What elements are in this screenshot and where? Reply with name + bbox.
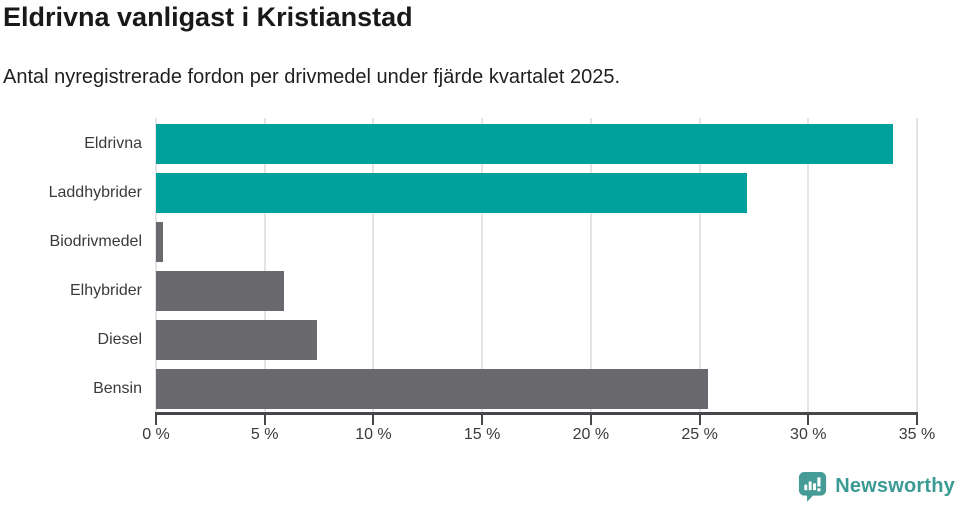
bar-elhybrider [156, 271, 285, 311]
chart-title: Eldrivna vanligast i Kristianstad [3, 2, 413, 32]
x-tick-label-5: 5 % [250, 426, 279, 443]
x-axis-tick-30 [807, 412, 810, 425]
x-tick-label-25: 25 % [681, 426, 718, 443]
category-label-diesel: Diesel [97, 331, 142, 348]
category-label-eldrivna: Eldrivna [84, 135, 142, 152]
bar-diesel [156, 320, 317, 360]
x-axis-line [155, 412, 918, 415]
gridline-10pct [372, 118, 375, 412]
gridline-15pct [481, 118, 484, 412]
x-axis-tick-20 [589, 412, 592, 425]
x-axis-tick-5 [263, 412, 266, 425]
category-label-biodrivmedel: Biodrivmedel [49, 233, 142, 250]
bar-laddhybrider [156, 173, 748, 213]
gridline-0pct [155, 118, 157, 412]
gridline-25pct [698, 118, 701, 412]
newsworthy-logo: Newsworthy [798, 471, 955, 502]
newsworthy-wordmark: Newsworthy [835, 475, 955, 497]
category-label-elhybrider: Elhybrider [69, 282, 142, 299]
x-axis-tick-15 [481, 412, 484, 425]
x-tick-label-30: 30 % [790, 426, 827, 443]
gridline-30pct [807, 118, 810, 412]
x-axis-tick-25 [698, 412, 701, 425]
x-tick-label-35: 35 % [898, 426, 936, 443]
x-tick-label-15: 15 % [463, 426, 501, 443]
x-tick-label-20: 20 % [572, 426, 610, 443]
category-label-bensin: Bensin [93, 380, 142, 397]
newsworthy-bubble-chart-icon [798, 471, 827, 502]
gridline-20pct [589, 118, 592, 412]
chart-subtitle: Antal nyregistrerade fordon per drivmede… [3, 66, 621, 88]
gridline-35pct [916, 118, 918, 412]
x-axis-tick-35 [916, 412, 918, 425]
x-tick-label-10: 10 % [355, 426, 392, 443]
bar-bensin [156, 369, 709, 409]
category-label-laddhybrider: Laddhybrider [48, 184, 142, 201]
x-tick-label-0: 0 % [142, 426, 170, 443]
bar-biodrivmedel [156, 222, 163, 262]
bar-eldrivna [156, 124, 894, 164]
x-axis-tick-10 [372, 412, 375, 425]
x-axis-tick-0 [155, 412, 157, 425]
gridline-5pct [263, 118, 266, 412]
